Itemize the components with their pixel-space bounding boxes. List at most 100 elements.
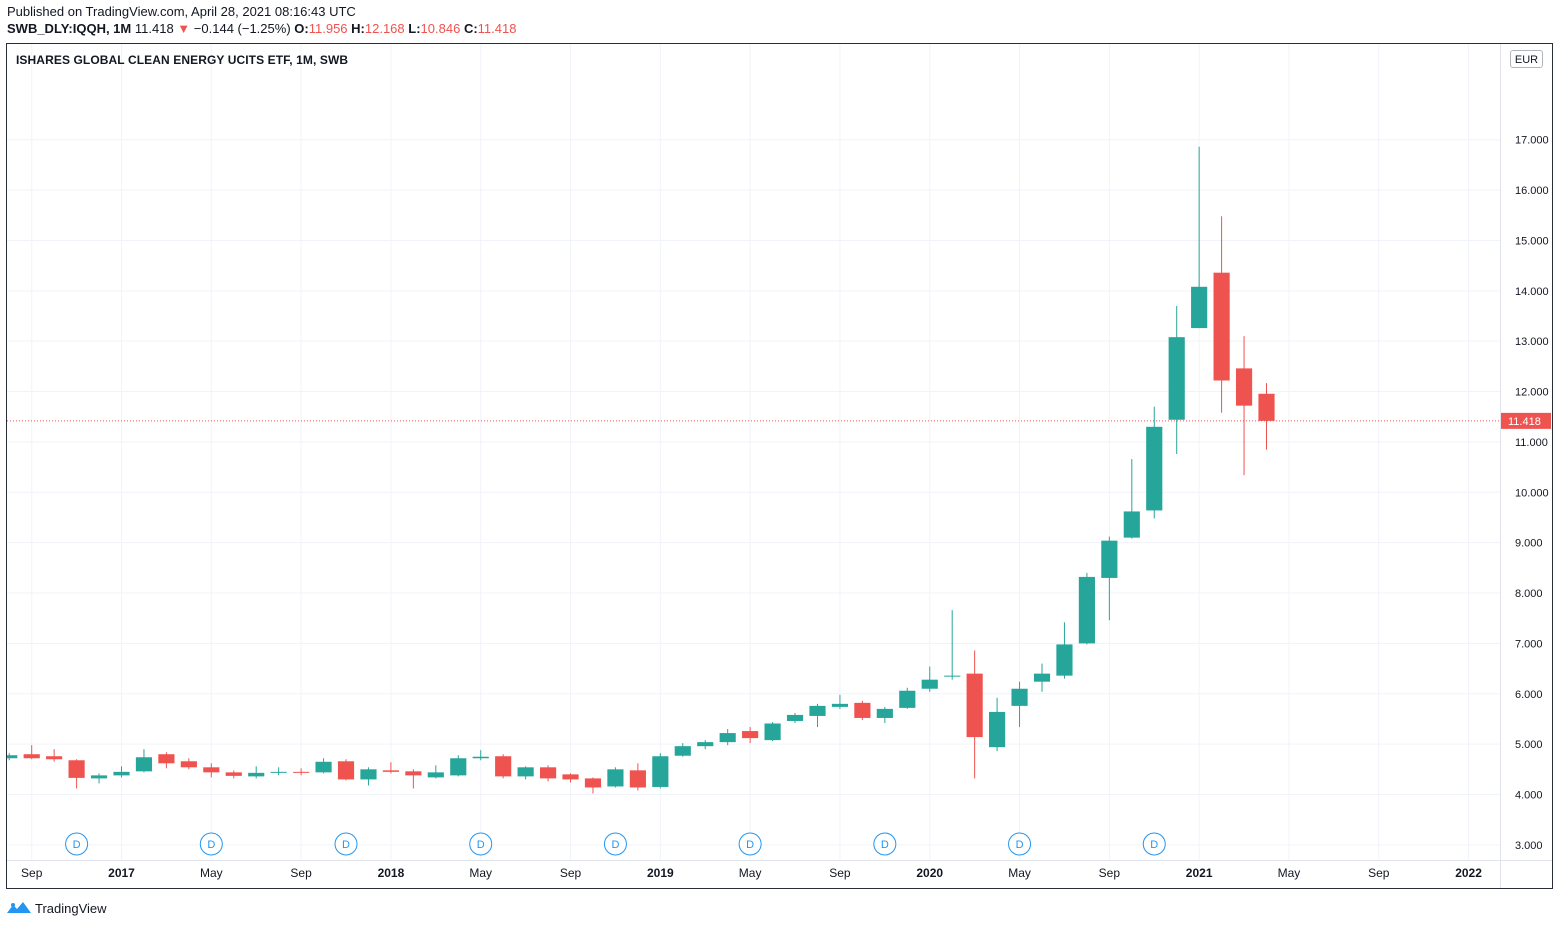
dividend-marker-label: D (1016, 839, 1024, 851)
candle-body (764, 723, 781, 741)
candle-body (382, 770, 399, 772)
y-tick-label: 5.000 (1515, 739, 1543, 751)
dividend-marker (334, 832, 358, 856)
chart-frame[interactable]: 3.000 4.000 5.000 6.000 7.000 8.000 9.000 10.00… (6, 43, 1553, 889)
dividend-marker (873, 832, 897, 856)
x-tick-label: Sep (290, 866, 312, 880)
candle-body (225, 772, 242, 776)
dividend-marker-label: D (1150, 839, 1158, 851)
dividend-marker (65, 832, 89, 856)
dividend-marker (738, 832, 762, 856)
y-tick-label: 9.000 (1515, 538, 1543, 550)
candle-body (23, 754, 40, 759)
candle-body (1168, 337, 1185, 420)
candle-body (697, 742, 714, 747)
candle-body (472, 756, 489, 759)
candle-body (180, 761, 197, 768)
brand-name: TradingView (35, 900, 107, 916)
dividend-marker-label: D (207, 839, 215, 851)
y-tick-label: 14.000 (1515, 286, 1549, 298)
x-tick-label: May (739, 866, 762, 880)
candle-body (742, 731, 759, 739)
dividend-marker (199, 832, 223, 856)
candle-body (989, 711, 1006, 748)
dividend-marker-label: D (746, 839, 754, 851)
dividend-marker-label: D (611, 839, 619, 851)
x-tick-label: 2017 (108, 866, 135, 880)
candle-body (270, 771, 287, 773)
candle-body (876, 708, 893, 718)
candle-body (1033, 673, 1051, 682)
x-tick-label: Sep (1099, 866, 1121, 880)
candle-body (674, 746, 691, 756)
x-tick-label: 2020 (916, 866, 943, 880)
x-tick-label: Sep (829, 866, 851, 880)
dividend-marker-label: D (881, 839, 889, 851)
candle-body (786, 714, 804, 721)
x-tick-label: May (1278, 866, 1301, 880)
candle-body (921, 679, 938, 689)
high-label: H: (351, 21, 365, 36)
candle-body (854, 702, 871, 718)
y-tick-label: 3.000 (1515, 840, 1543, 852)
footer-brand[interactable]: TradingView (7, 898, 107, 918)
x-tick-label: Sep (1368, 866, 1390, 880)
tradingview-logo-icon (7, 902, 31, 913)
close-value: 11.418 (477, 21, 517, 36)
dividend-marker (1142, 832, 1166, 856)
candle-body (809, 705, 826, 716)
dividend-marker-label: D (477, 839, 485, 851)
candlestick-chart[interactable]: 3.000 4.000 5.000 6.000 7.000 8.000 9.000 10.00… (7, 44, 1552, 888)
candle-body (135, 757, 153, 772)
last-price-tag-label: 11.418 (1508, 416, 1541, 428)
candle-body (944, 675, 961, 677)
low-value: 10.846 (420, 21, 461, 36)
candle-body (1191, 286, 1208, 329)
dividend-marker-label: D (342, 839, 350, 851)
close-label: C: (463, 21, 478, 36)
change-arrow-icon: ▼ (177, 21, 191, 36)
y-tick-label: 6.000 (1515, 689, 1543, 701)
candle-body (607, 769, 624, 787)
candle-body (1011, 688, 1028, 706)
candle-body (68, 760, 85, 778)
change-value: −0.144 (−1.25%) (193, 21, 291, 36)
x-tick-label: 2018 (378, 866, 405, 880)
y-tick-label: 10.000 (1515, 487, 1549, 499)
symbol-label: SWB_DLY:IQQH, 1M (7, 21, 132, 36)
candle-body (7, 755, 18, 759)
candle-body (405, 771, 422, 776)
chart-title: ISHARES GLOBAL CLEAN ENERGY UCITS ETF, 1… (16, 53, 349, 67)
candle-body (1146, 426, 1163, 511)
candle-body (90, 775, 108, 779)
x-tick-label: May (1008, 866, 1031, 880)
open-value: 11.956 (308, 21, 348, 36)
candle-body (293, 771, 310, 773)
y-tick-label: 11.000 (1515, 437, 1548, 449)
candle-body (719, 733, 736, 743)
low-label: L: (408, 21, 421, 36)
candle-body (584, 778, 602, 788)
dividend-marker (469, 832, 493, 856)
candle-body (203, 767, 220, 773)
candle-body (562, 774, 579, 780)
x-tick-label: May (200, 866, 223, 880)
candle-body (1235, 368, 1253, 406)
y-tick-label: 4.000 (1515, 790, 1543, 802)
candle-body (158, 754, 175, 764)
candle-body (1213, 272, 1230, 381)
candle-body (337, 761, 355, 780)
candle-body (1056, 644, 1073, 676)
x-tick-label: 2019 (647, 866, 674, 880)
candle-body (450, 758, 467, 776)
currency-button[interactable]: EUR (1510, 50, 1543, 68)
y-tick-label: 8.000 (1515, 588, 1543, 600)
dividend-marker (1008, 832, 1032, 856)
candle-body (46, 756, 63, 760)
dividend-marker (603, 832, 627, 856)
candle-body (427, 772, 444, 778)
y-tick-label: 16.000 (1515, 185, 1549, 197)
candle-body (248, 772, 265, 777)
candle-body (899, 690, 916, 708)
candle-body (652, 756, 669, 787)
